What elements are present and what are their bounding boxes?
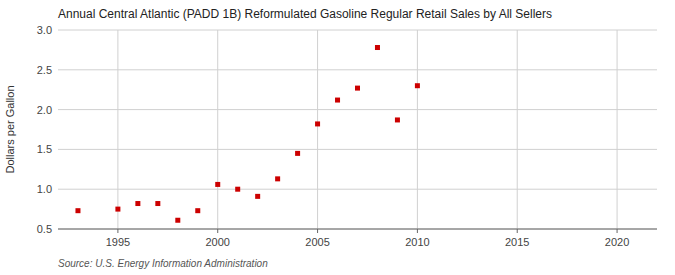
x-grid-line bbox=[617, 30, 618, 229]
x-tick-label: 2015 bbox=[505, 236, 529, 248]
x-grid-line bbox=[117, 30, 118, 229]
x-tick bbox=[117, 229, 118, 233]
x-grid-line bbox=[517, 30, 518, 229]
x-tick bbox=[317, 229, 318, 233]
point bbox=[295, 151, 300, 156]
x-tick-label: 2020 bbox=[605, 236, 629, 248]
x-axis-line bbox=[58, 229, 657, 230]
y-grid-line bbox=[58, 109, 657, 110]
x-tick bbox=[217, 229, 218, 233]
y-tick-label: 2.0 bbox=[37, 104, 52, 116]
point bbox=[235, 187, 240, 192]
point bbox=[195, 208, 200, 213]
x-grid-line bbox=[317, 30, 318, 229]
y-tick-label: 0.5 bbox=[37, 223, 52, 235]
y-tick-label: 1.5 bbox=[37, 143, 52, 155]
point bbox=[335, 98, 340, 103]
point bbox=[255, 194, 260, 199]
point bbox=[355, 86, 360, 91]
title: Annual Central Atlantic (PADD 1B) Reform… bbox=[58, 7, 552, 21]
y-tick-label: 1.0 bbox=[37, 183, 52, 195]
y-grid-line bbox=[58, 30, 657, 31]
grid bbox=[58, 30, 657, 229]
point bbox=[375, 45, 380, 50]
point bbox=[135, 201, 140, 206]
x-tick bbox=[517, 229, 518, 233]
point bbox=[75, 208, 80, 213]
point bbox=[175, 218, 180, 223]
x-grid-line bbox=[217, 30, 218, 229]
points bbox=[75, 45, 419, 223]
y-grid-line bbox=[58, 149, 657, 150]
y-grid-line bbox=[58, 69, 657, 70]
background bbox=[0, 0, 675, 275]
source-note: Source: U.S. Energy Information Administ… bbox=[58, 258, 268, 269]
x-tick-label: 2000 bbox=[205, 236, 229, 248]
point bbox=[315, 121, 320, 126]
y-axis-label: Dollars per Gallon bbox=[4, 85, 16, 173]
y-grid-line bbox=[58, 229, 657, 230]
y-grid-line bbox=[58, 189, 657, 190]
chart: Annual Central Atlantic (PADD 1B) Reform… bbox=[0, 0, 675, 275]
point bbox=[395, 117, 400, 122]
x-tick-label: 2005 bbox=[305, 236, 329, 248]
x-tick-label: 2010 bbox=[405, 236, 429, 248]
point bbox=[215, 182, 220, 187]
point bbox=[155, 201, 160, 206]
point bbox=[415, 83, 420, 88]
point bbox=[115, 207, 120, 212]
x-tick-label: 1995 bbox=[106, 236, 130, 248]
y-tick-label: 3.0 bbox=[37, 24, 52, 36]
point bbox=[275, 176, 280, 181]
x-tick bbox=[417, 229, 418, 233]
x-tick bbox=[617, 229, 618, 233]
x-grid-line bbox=[417, 30, 418, 229]
y-tick-label: 2.5 bbox=[37, 64, 52, 76]
